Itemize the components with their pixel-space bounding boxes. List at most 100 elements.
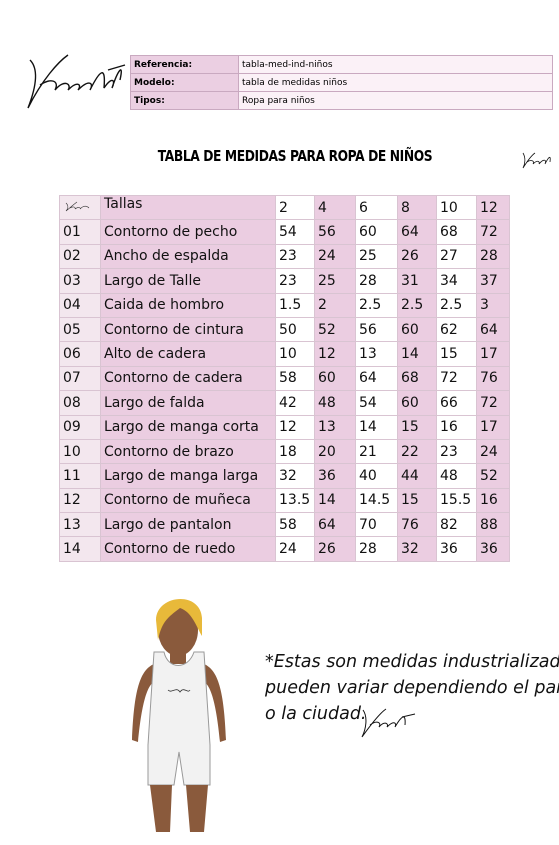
measure-value: 68: [436, 219, 477, 245]
size-header: 12: [476, 194, 510, 221]
measure-value: 2.5: [436, 292, 477, 318]
measure-value: 56: [355, 316, 398, 343]
measure-value: 2: [314, 292, 356, 318]
row-number: 08: [59, 390, 101, 416]
measure-value: 12: [275, 414, 315, 440]
measure-row: 02 Ancho de espalda 23 24 25 26 27 28: [59, 243, 510, 270]
measure-value: 25: [314, 268, 356, 294]
measure-value: 18: [275, 438, 315, 465]
size-table: Tallas 2 4 6 8 10 12 01 Contorno de pecho 54 56 60 6…: [59, 194, 510, 562]
row-number: 11: [59, 463, 101, 489]
measure-value: 15: [397, 414, 437, 440]
measure-value: 60: [397, 316, 437, 343]
measure-value: 64: [476, 316, 510, 343]
measure-value: 32: [275, 463, 315, 489]
row-number: 03: [59, 268, 101, 294]
measure-value: 23: [275, 268, 315, 294]
row-number: 12: [59, 487, 101, 514]
row-number: 09: [59, 414, 101, 440]
measure-name: Contorno de cadera: [100, 365, 276, 392]
note-line: *Estas son medidas industrializadas,: [265, 652, 559, 672]
row-number: 04: [59, 292, 101, 318]
measure-value: 32: [397, 536, 437, 562]
measure-value: 70: [355, 512, 398, 538]
measure-row: 10 Contorno de brazo 18 20 21 22 23 24: [59, 438, 510, 465]
size-header: 4: [314, 194, 356, 221]
measure-row: 13 Largo de pantalon 58 64 70 76 82 88: [59, 512, 510, 538]
row-number: 02: [59, 243, 101, 270]
measure-name: Largo de manga larga: [100, 463, 276, 489]
measure-value: 26: [397, 243, 437, 270]
measure-value: 82: [436, 512, 477, 538]
measure-value: 54: [355, 390, 398, 416]
measure-name: Contorno de brazo: [100, 438, 276, 465]
measure-value: 72: [476, 390, 510, 416]
measure-value: 26: [314, 536, 356, 562]
info-row: Tipos: Ropa para niños: [130, 91, 553, 110]
measure-value: 64: [314, 512, 356, 538]
measure-value: 17: [476, 414, 510, 440]
measure-value: 16: [436, 414, 477, 440]
measure-row: 14 Contorno de ruedo 24 26 28 32 36 36: [59, 536, 510, 562]
measure-row: 09 Largo de manga corta 12 13 14 15 16 17: [59, 414, 510, 440]
measure-value: 23: [275, 243, 315, 270]
measure-value: 24: [476, 438, 510, 465]
info-value: tabla de medidas niños: [238, 73, 553, 92]
measure-value: 10: [275, 341, 315, 367]
measure-name: Alto de cadera: [100, 341, 276, 367]
measure-value: 62: [436, 316, 477, 343]
info-value: tabla-med-ind-niños: [238, 55, 553, 74]
measure-value: 60: [397, 390, 437, 416]
measure-row: 06 Alto de cadera 10 12 13 14 15 17: [59, 341, 510, 367]
measure-name: Contorno de ruedo: [100, 536, 276, 562]
measure-value: 13: [355, 341, 398, 367]
header-label: Tallas: [100, 194, 276, 221]
measure-row: 07 Contorno de cadera 58 60 64 68 72 76: [59, 365, 510, 392]
measure-name: Contorno de muñeca: [100, 487, 276, 514]
measure-value: 60: [355, 219, 398, 245]
measure-name: Largo de falda: [100, 390, 276, 416]
note-line: pueden variar dependiendo el pais: [265, 678, 559, 698]
measure-value: 14: [397, 341, 437, 367]
measure-value: 48: [314, 390, 356, 416]
measure-value: 64: [397, 219, 437, 245]
row-number: 07: [59, 365, 101, 392]
measure-value: 15: [436, 341, 477, 367]
measure-value: 36: [476, 536, 510, 562]
row-number: 13: [59, 512, 101, 538]
measure-name: Caida de hombro: [100, 292, 276, 318]
measure-value: 21: [355, 438, 398, 465]
row-number: 14: [59, 536, 101, 562]
measure-row: 04 Caida de hombro 1.5 2 2.5 2.5 2.5 3: [59, 292, 510, 318]
measure-value: 20: [314, 438, 356, 465]
measure-value: 44: [397, 463, 437, 489]
measure-value: 25: [355, 243, 398, 270]
signature-note: [361, 708, 416, 738]
measure-value: 24: [275, 536, 315, 562]
info-label: Tipos:: [130, 91, 239, 110]
measure-value: 37: [476, 268, 510, 294]
measure-value: 2.5: [397, 292, 437, 318]
size-header: 10: [436, 194, 477, 221]
info-label: Referencia:: [130, 55, 239, 74]
measure-value: 27: [436, 243, 477, 270]
measure-value: 68: [397, 365, 437, 392]
info-row: Modelo: tabla de medidas niños: [130, 73, 553, 92]
info-table: Referencia: tabla-med-ind-niños Modelo: tab…: [130, 55, 553, 110]
measure-value: 52: [314, 316, 356, 343]
measure-value: 3: [476, 292, 510, 318]
corner-signature: [65, 201, 90, 211]
title: TABLA DE MEDIDAS PARA ROPA DE NIÑOS: [157, 147, 433, 165]
measure-value: 56: [314, 219, 356, 245]
measure-value: 58: [275, 512, 315, 538]
measure-value: 48: [436, 463, 477, 489]
measure-row: 03 Largo de Talle 23 25 28 31 34 37: [59, 268, 510, 294]
measure-value: 52: [476, 463, 510, 489]
measure-value: 66: [436, 390, 477, 416]
measure-name: Largo de Talle: [100, 268, 276, 294]
measure-value: 60: [314, 365, 356, 392]
row-number: 06: [59, 341, 101, 367]
size-header: 8: [397, 194, 437, 221]
measure-value: 88: [476, 512, 510, 538]
measure-value: 28: [355, 536, 398, 562]
